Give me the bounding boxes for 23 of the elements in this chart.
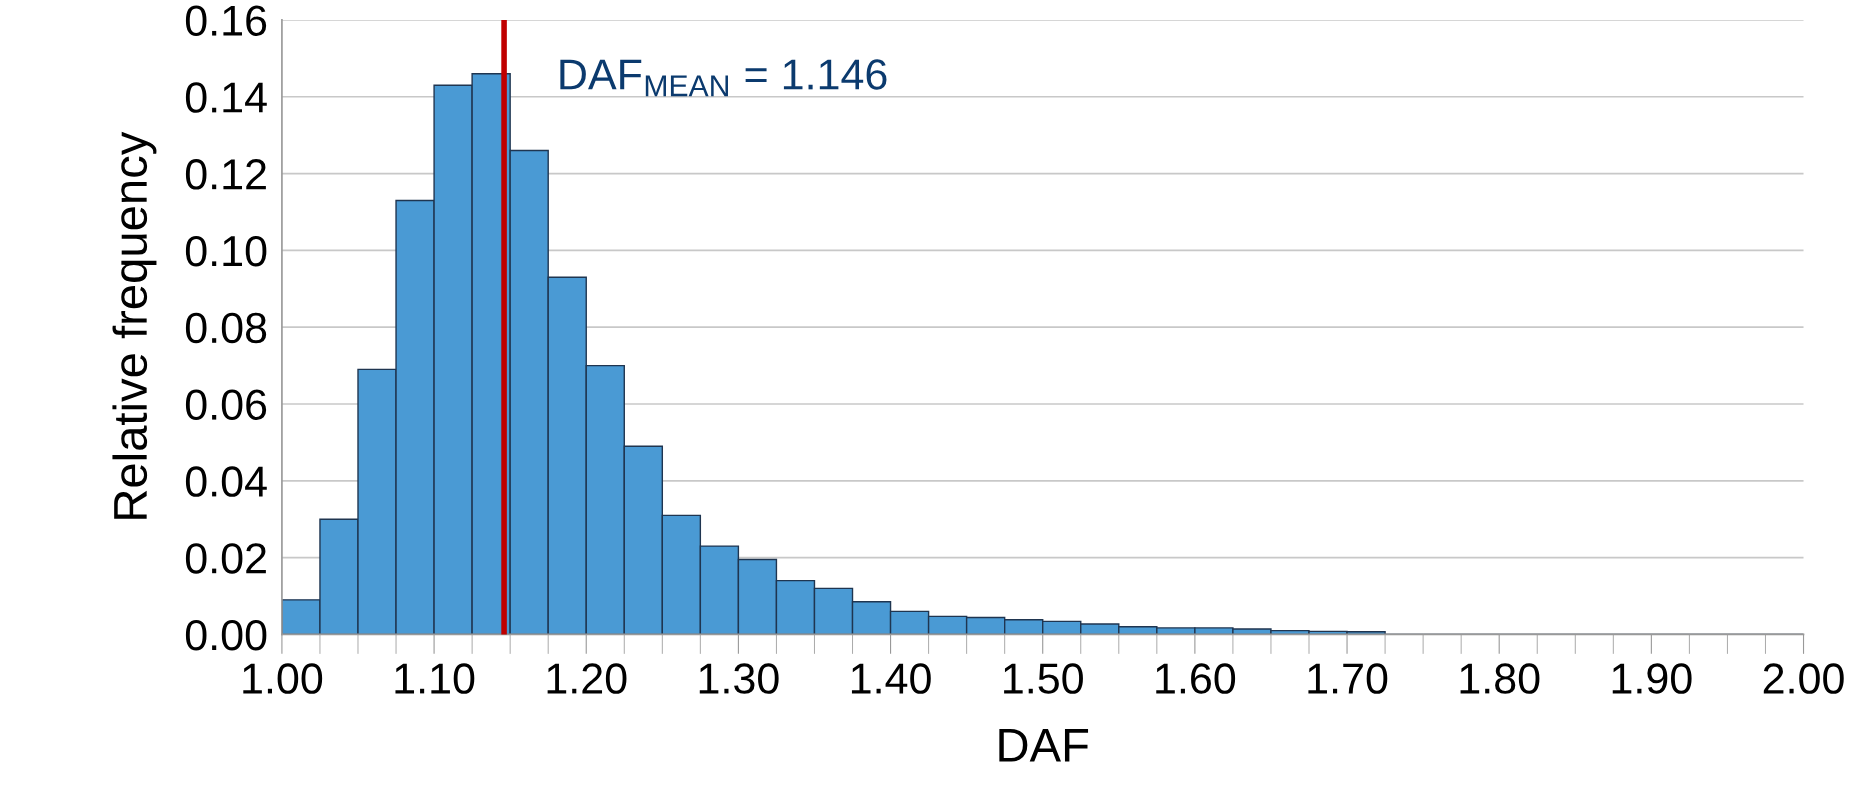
y-tick-label: 0.02: [185, 543, 266, 574]
x-tick-label: 1.90: [1612, 663, 1692, 694]
x-tick-label: 1.10: [395, 663, 475, 694]
y-tick-label: 0.00: [185, 619, 267, 651]
y-tick-label: 0.14: [185, 82, 267, 113]
x-tick-label: 1.70: [1308, 663, 1388, 694]
x-tick-label: 1.40: [851, 663, 931, 694]
x-axis-title: DAF: [999, 729, 1089, 762]
x-tick-label: 2.00: [1763, 663, 1844, 694]
y-tick-label: 0.04: [185, 466, 267, 497]
y-tick-label: 0.10: [185, 235, 267, 267]
x-tick-label: 1.20: [547, 663, 627, 694]
y-axis-title: Relative frequency: [112, 131, 157, 519]
ref-line-label: DAF$_{MEAN}$ = 1.146: [560, 59, 887, 97]
y-tick-label: 0.08: [185, 312, 267, 344]
x-tick-label: 1.30: [699, 663, 779, 694]
y-tick-label: 0.12: [185, 159, 266, 190]
y-tick-label: 0.06: [185, 389, 267, 421]
y-tick-label: 0.16: [185, 5, 267, 36]
x-tick-label: 1.80: [1460, 663, 1540, 694]
x-tick-label: 1.00: [243, 663, 323, 694]
x-tick-label: 1.50: [1004, 663, 1083, 694]
x-tick-label: 1.60: [1156, 663, 1236, 694]
